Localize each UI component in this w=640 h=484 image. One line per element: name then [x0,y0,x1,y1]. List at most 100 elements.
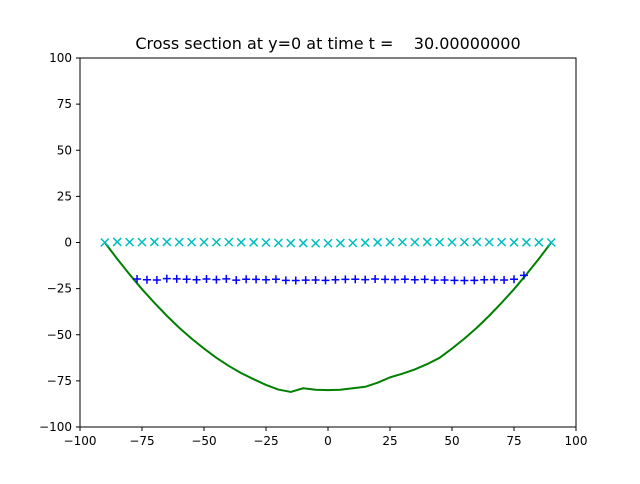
series-layer [100,237,556,393]
y-tick-label: 50 [57,143,72,157]
data-point [348,238,358,248]
y-tick-label: 100 [49,51,72,65]
data-point [331,275,340,284]
data-point [500,275,509,284]
x-tick-label: 25 [382,434,397,448]
y-tick-label: −50 [47,328,72,342]
x-tick-label: −25 [253,434,278,448]
data-point [534,237,544,247]
data-point [472,237,482,247]
data-point [242,275,251,284]
data-point [301,276,310,285]
data-point [311,275,320,284]
x-tick-label: −50 [191,434,216,448]
data-point [410,237,420,247]
data-point [410,275,419,284]
data-point [162,274,171,283]
data-point [271,275,280,284]
data-point [335,238,345,248]
data-point [509,237,519,247]
data-point [261,237,271,248]
data-point [323,238,333,248]
data-point [435,237,445,247]
data-point [519,271,528,280]
y-tick-label: 0 [64,236,72,250]
data-point [182,275,191,284]
x-tick-label: 0 [324,434,332,448]
x-tick-label: 50 [444,434,459,448]
x-tick-label: −100 [64,434,97,448]
data-point [381,275,390,284]
data-point [224,237,234,247]
data-point [286,238,296,248]
data-point [447,237,457,247]
data-point [390,275,399,284]
x-tick-label: −75 [129,434,154,448]
data-point [420,275,429,284]
data-point [236,237,246,247]
data-point [212,275,221,284]
data-point [137,237,147,247]
data-point [422,237,432,247]
data-point [360,238,370,248]
data-point [351,275,360,284]
data-point [273,238,283,248]
data-point [199,237,209,247]
data-point [440,275,449,284]
y-tick-label: −100 [39,420,72,434]
series-bathymetry [104,241,552,393]
data-point [311,238,321,248]
data-point [211,237,221,247]
data-point [321,276,330,285]
data-point [281,276,290,285]
data-point [232,276,241,285]
data-point [252,275,261,284]
y-tick-label: 75 [57,97,72,111]
data-point [172,274,181,283]
data-point [484,237,494,247]
data-point [400,275,409,284]
data-point [291,276,300,285]
x-tick-label: 75 [506,434,521,448]
data-point [450,276,459,285]
data-point [521,237,531,247]
data-point [371,275,380,284]
data-point [385,237,395,247]
y-tick-label: −25 [47,282,72,296]
data-point [341,275,350,284]
data-point [480,275,489,284]
data-point [430,276,439,285]
data-point [497,237,507,247]
data-point [149,237,159,247]
y-tick-label: 25 [57,189,72,203]
data-point [142,275,151,284]
data-point [162,237,172,247]
series-mid-depth [133,271,528,285]
data-point [174,237,184,247]
series-surface [100,237,556,248]
data-point [202,275,211,284]
chart-title: Cross section at y=0 at time t = 30.0000… [135,34,520,53]
data-point [125,237,135,247]
x-tick-label: 100 [565,434,588,448]
data-point [510,275,518,284]
data-point [152,275,161,284]
data-point [361,275,370,284]
data-point [397,237,407,247]
data-point [133,275,142,284]
data-point [187,237,197,247]
data-point [112,237,122,247]
data-point [373,237,383,247]
data-point [192,275,201,284]
data-point [222,274,231,283]
axes: −100 −75 −50 −25 0 25 50 75 100 −100 −75 −50 −25 0 25 5… [39,51,587,448]
data-point [546,237,556,248]
data-point [470,276,479,285]
data-point [262,275,270,284]
data-point [459,237,469,247]
data-point [249,237,259,247]
data-point [298,238,308,248]
series-line-bathymetry [104,241,552,393]
